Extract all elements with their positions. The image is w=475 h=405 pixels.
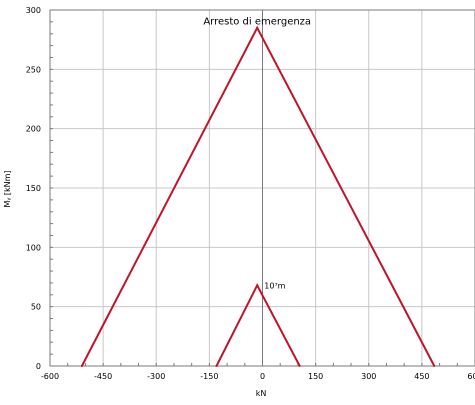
x-axis-label: kN <box>256 389 267 398</box>
series-line-2 <box>215 283 301 367</box>
label-layer: kN Mᵧ [kNm] -600 -450 -300 -150 0 150 300 450 6 0… <box>3 6 475 398</box>
y-tick-label: 0 <box>36 362 41 371</box>
series-point <box>298 365 301 367</box>
y-tick-label: 150 <box>26 184 41 193</box>
x-tick-label: 150 <box>308 372 323 381</box>
series-point <box>256 26 259 29</box>
y-tick-label: 50 <box>31 303 41 312</box>
x-tick-label: -600 <box>41 372 59 381</box>
series-point <box>433 365 436 367</box>
series-line-1 <box>81 25 436 367</box>
axis-layer <box>49 9 475 367</box>
series-point <box>80 365 83 367</box>
x-tick-label: 0 <box>260 372 265 381</box>
series-point <box>256 284 259 287</box>
y-tick-label: 200 <box>26 125 41 134</box>
annotation-10-7m: 10⁷m <box>264 281 285 290</box>
annotation-arresto-di-emergenza: Arresto di emergenza <box>203 16 311 27</box>
x-tick-label: 600 <box>467 372 475 381</box>
series-layer <box>80 25 436 367</box>
y-tick-label: 100 <box>26 243 41 252</box>
x-tick-label: 300 <box>361 372 376 381</box>
y-axis-label: Mᵧ [kNm] <box>3 170 12 207</box>
x-tick-label: -450 <box>94 372 112 381</box>
x-tick-label: -150 <box>200 372 218 381</box>
x-tick-label: 450 <box>414 372 429 381</box>
x-tick-label: -300 <box>147 372 165 381</box>
y-tick-label: 300 <box>26 6 41 15</box>
y-tick-label: 250 <box>26 65 41 74</box>
series-point <box>215 365 218 367</box>
